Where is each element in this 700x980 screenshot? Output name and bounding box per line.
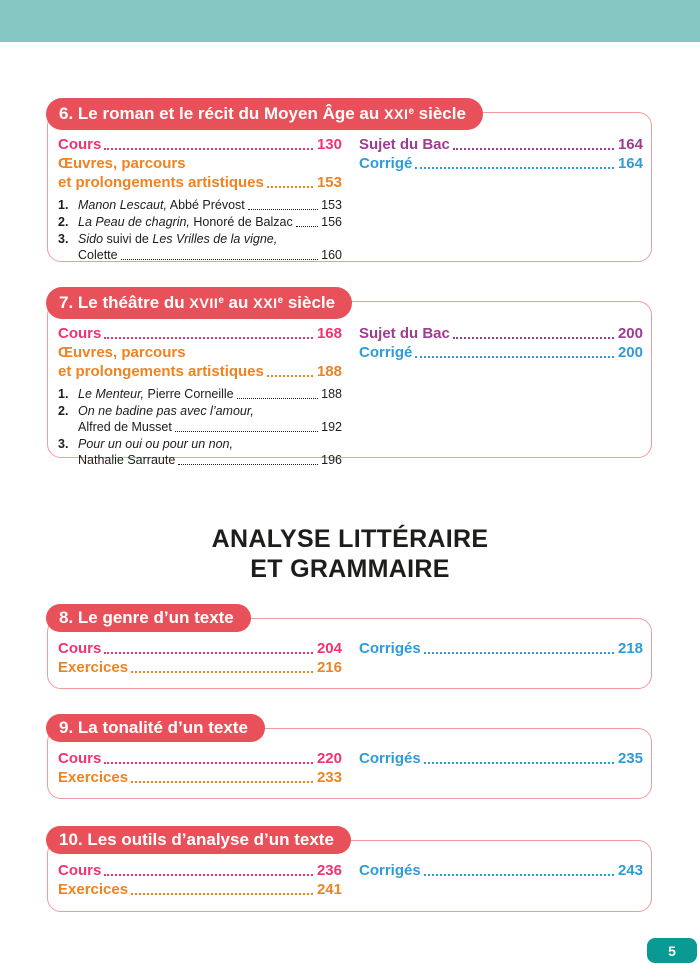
page-ref: 200 [617,325,643,342]
toc-row-corriges: Corrigés 235 [359,750,643,767]
section-7-header: 7. Le théâtre du XVIIe au XXIe siècle [46,287,353,319]
page-ref: 188 [316,363,342,380]
roman-numeral: XXI [383,106,409,123]
dot-leader [104,337,313,339]
dot-leader [452,337,614,339]
list-item: 2. On ne badine pas avec l’amour, Alfred … [58,404,342,434]
roman-numeral: XXI [253,295,278,312]
dot-leader [104,148,313,150]
toc-row-cours: Cours 204 [58,640,342,657]
dot-leader [236,398,319,399]
dot-leader [266,186,313,188]
page-ref: 200 [617,344,643,361]
page-ref: 204 [316,640,342,657]
toc-row-corriges: Corrigés 218 [359,640,643,657]
page-number-badge: 5 [647,938,697,963]
section-10-title: 10. Les outils d’analyse d’un texte [59,830,334,849]
page-number: 5 [668,942,676,959]
dot-leader [104,652,313,654]
page-ref: 236 [316,862,342,879]
dot-leader [452,148,614,150]
toc-row-exercices: Exercices 216 [58,659,342,676]
section-9-header: 9. La tonalité d’un texte [46,714,265,742]
list-item: 1. Manon Lescaut, Abbé Prévost 153 [58,198,342,212]
ordinal-sup: e [218,295,224,306]
list-item: 3. Pour un oui ou pour un non, Nathalie S… [58,437,342,467]
page-ref: 156 [321,215,342,229]
section-8-box: 8. Le genre d’un texte Cours 204 Exercice… [46,604,652,689]
section-6-header: 6. Le roman et le récit du Moyen Âge au … [46,98,483,130]
page-ref: 168 [316,325,342,342]
dot-leader [415,167,614,169]
toc-row-sujet-du-bac: Sujet du Bac 164 [359,136,643,153]
dot-leader [131,671,313,673]
list-item: 3. Sido suivi de Les Vrilles de la vigne,… [58,232,342,262]
toc-row-sujet-du-bac: Sujet du Bac 200 [359,325,643,342]
section-10-box: 10. Les outils d’analyse d’un texte Cour… [46,826,652,912]
part-heading-line2: ET GRAMMAIRE [250,555,450,583]
section-7-box: 7. Le théâtre du XVIIe au XXIe siècle Co… [46,287,652,467]
toc-row-exercices: Exercices 241 [58,881,342,898]
page-ref: 192 [321,420,342,434]
toc-row-cours: Cours 168 [58,325,342,342]
dot-leader [266,375,313,377]
page-ref: 216 [316,659,342,676]
ordinal-sup: e [277,295,284,306]
list-item: 2. La Peau de chagrin, Honoré de Balzac 15… [58,215,342,229]
section-6-title: 6. Le roman et le récit du Moyen Âge au [59,103,384,123]
dot-leader [178,464,319,465]
dot-leader [423,762,614,764]
work-list: 1. Manon Lescaut, Abbé Prévost 153 2. La Pe… [58,197,342,263]
dot-leader [104,762,313,764]
part-heading: ANALYSE LITTÉRAIRE ET GRAMMAIRE [0,524,700,584]
work-list: 1. Le Menteur, Pierre Corneille 188 2. On n… [58,386,342,468]
section-7-title: 7. Le théâtre du [59,292,190,312]
page-ref: 218 [617,640,643,657]
page-ref: 241 [316,881,342,898]
toc-row-corrige: Corrigé 200 [359,344,643,361]
section-9-box: 9. La tonalité d’un texte Cours 220 Exerc… [46,714,652,799]
toc-row-corriges: Corrigés 243 [359,862,643,879]
page-ref: 235 [617,750,643,767]
dot-leader [131,893,313,895]
page-ref: 153 [316,174,342,191]
toc-row-cours: Cours 220 [58,750,342,767]
toc-row-corrige: Corrigé 164 [359,155,643,172]
toc-row-exercices: Exercices 233 [58,769,342,786]
top-color-bar [0,0,700,42]
page-ref: 243 [617,862,643,879]
dot-leader [174,431,319,432]
dot-leader [415,356,614,358]
page-ref: 160 [321,248,342,262]
page-ref: 130 [316,136,342,153]
ordinal-sup: e [408,106,414,117]
section-8-title: 8. Le genre d’un texte [59,608,234,627]
section-10-header: 10. Les outils d’analyse d’un texte [46,826,351,854]
section-8-header: 8. Le genre d’un texte [46,604,251,632]
toc-row-cours: Cours 130 [58,136,342,153]
section-6-box: 6. Le roman et le récit du Moyen Âge au … [46,98,652,263]
part-heading-line1: ANALYSE LITTÉRAIRE [211,525,489,553]
toc-row-oeuvres: Œuvres, parcours et prolongements artist… [58,344,342,380]
roman-numeral: XVII [189,295,219,312]
dot-leader [295,226,319,227]
page-ref: 153 [321,198,342,212]
page-ref: 164 [617,155,643,172]
dot-leader [131,781,313,783]
list-item: 1. Le Menteur, Pierre Corneille 188 [58,387,342,401]
page-ref: 233 [316,769,342,786]
toc-row-oeuvres: Œuvres, parcours et prolongements artist… [58,155,342,191]
dot-leader [247,209,319,210]
dot-leader [120,259,319,260]
page-ref: 220 [316,750,342,767]
dot-leader [423,874,614,876]
dot-leader [104,874,313,876]
toc-row-cours: Cours 236 [58,862,342,879]
page-ref: 164 [617,136,643,153]
page-ref: 196 [321,453,342,467]
page-ref: 188 [321,387,342,401]
section-9-title: 9. La tonalité d’un texte [59,718,248,737]
dot-leader [423,652,614,654]
